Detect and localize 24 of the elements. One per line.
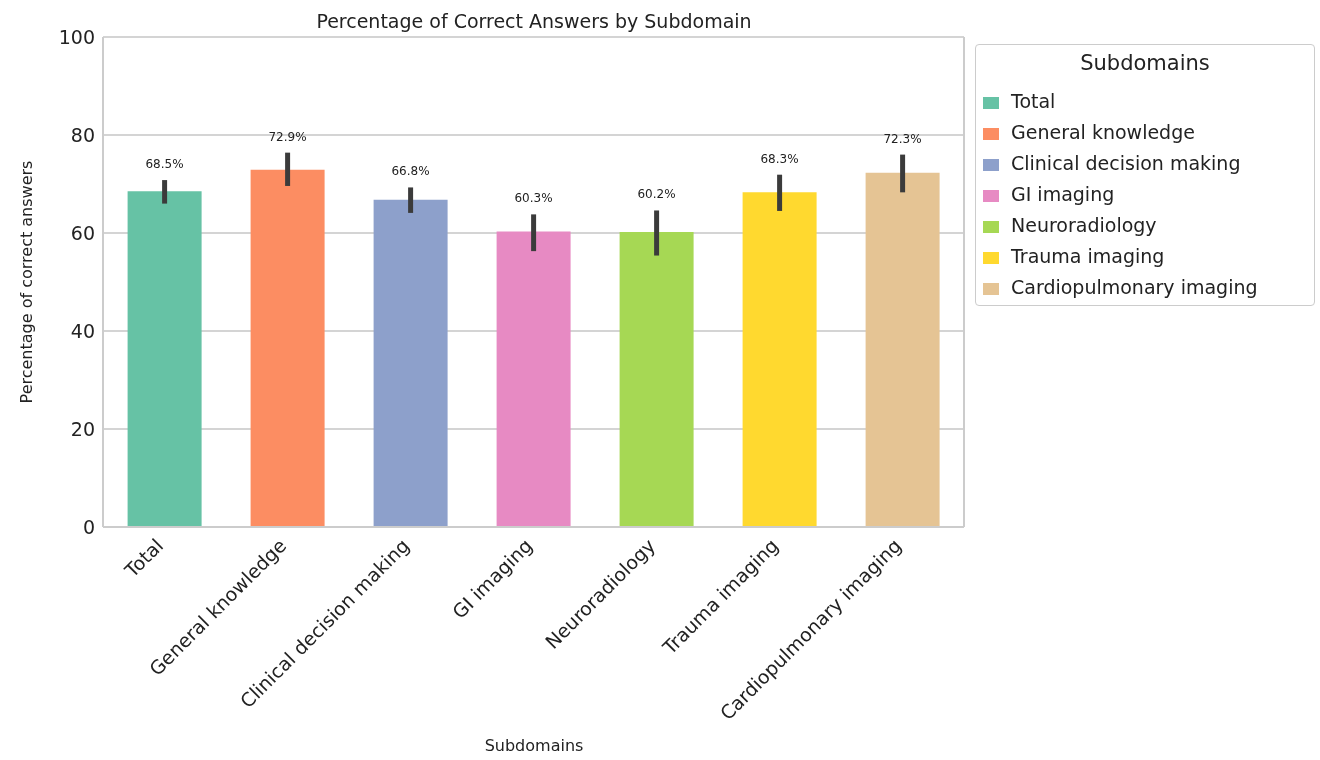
data-label: 72.3% [883, 131, 922, 146]
data-label: 60.2% [637, 187, 676, 202]
legend-title: Subdomains [1079, 51, 1211, 75]
data-label: 60.3% [514, 191, 553, 206]
y-axis-title: Percentage of correct answers [16, 160, 36, 404]
legend-label: Cardiopulmonary imaging [1011, 276, 1258, 298]
data-label: 68.3% [760, 151, 799, 166]
legend-label: Clinical decision making [1011, 152, 1241, 174]
y-tick-label: 40 [70, 319, 95, 342]
legend-label: General knowledge [1011, 121, 1195, 143]
x-axis-title: Subdomains [483, 736, 585, 755]
data-label: 66.8% [391, 164, 430, 179]
legend-label: GI imaging [1011, 183, 1115, 205]
y-tick-label: 60 [70, 221, 95, 244]
y-tick-label: 80 [70, 123, 95, 146]
legend-label: Neuroradiology [1011, 214, 1157, 236]
data-label: 68.5% [145, 157, 184, 172]
legend-label: Total [1011, 90, 1056, 112]
y-tick-label: 0 [82, 515, 95, 538]
legend-label: Trauma imaging [1011, 245, 1165, 267]
chart-title: Percentage of Correct Answers by Subdomain [315, 10, 753, 32]
data-label: 72.9% [268, 129, 307, 144]
y-tick-label: 20 [70, 417, 95, 440]
y-tick-label: 100 [58, 25, 95, 48]
